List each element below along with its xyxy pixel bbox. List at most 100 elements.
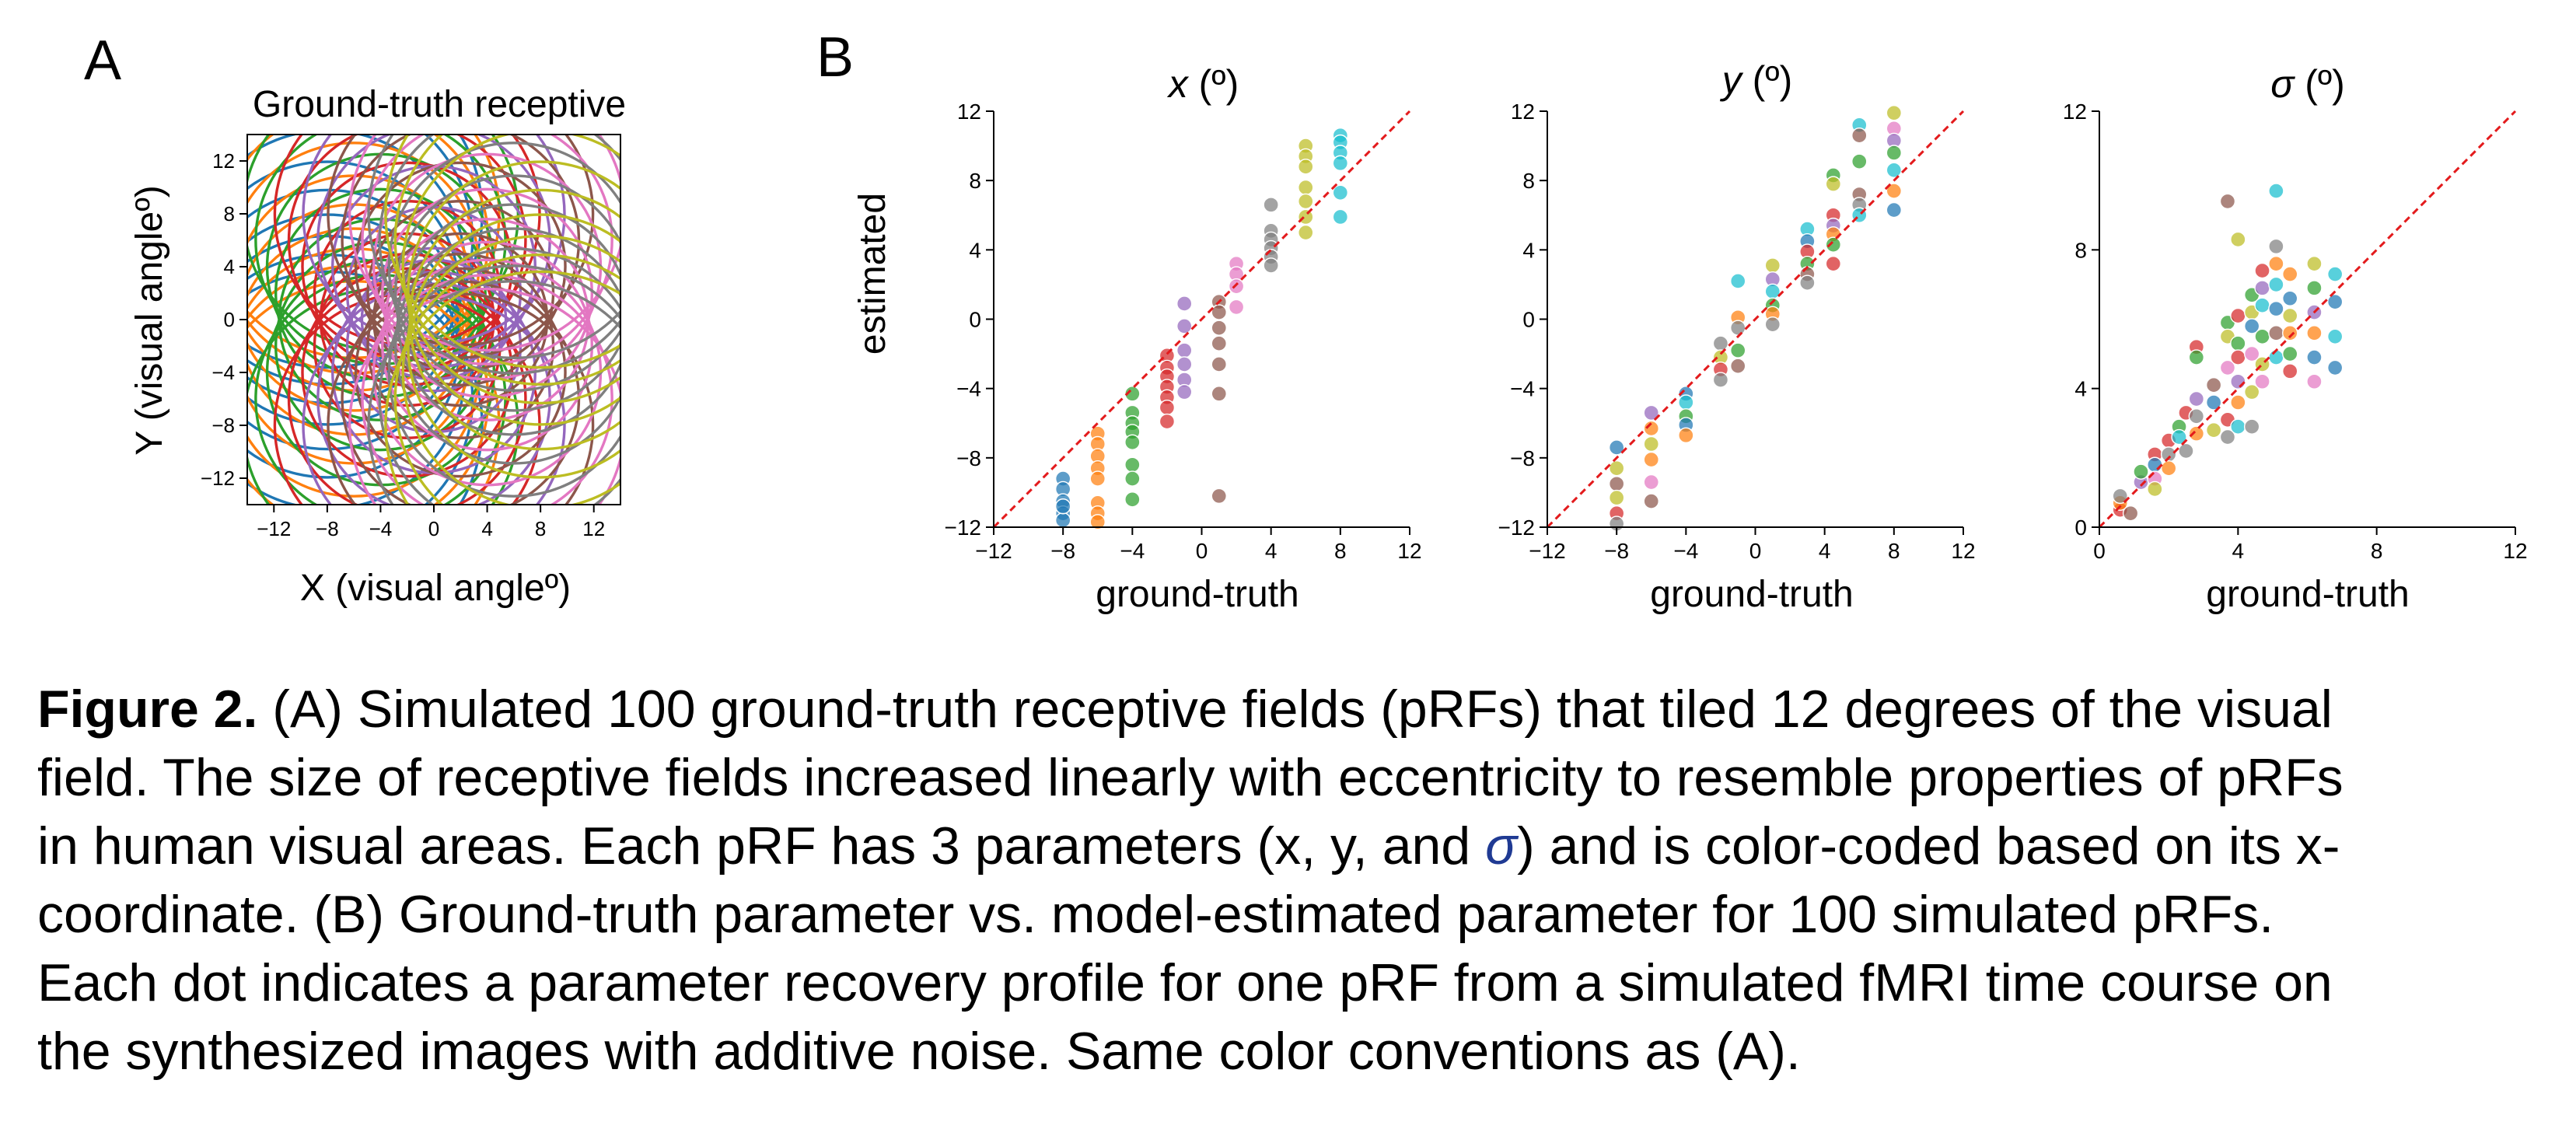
panel-a-frame — [246, 134, 621, 505]
b-sigma-xtick-label: 4 — [2232, 539, 2245, 563]
b-y-point — [1764, 283, 1781, 300]
b-x-point — [1124, 386, 1141, 402]
b-x-point — [1298, 179, 1314, 196]
figure-graphic: A B Ground-truth receptive X (visual ang… — [84, 26, 2528, 615]
panel-b-x-title-var: x — [1167, 62, 1190, 106]
caption-sigma: σ — [1485, 816, 1518, 876]
b-x-point — [1176, 356, 1193, 372]
figure-caption: Figure 2. (A) Simulated 100 ground-truth… — [37, 675, 2564, 1085]
b-x-point — [1263, 257, 1279, 274]
b-sigma-point — [2326, 266, 2344, 282]
b-sigma-point — [2188, 408, 2205, 425]
panel-a-title: Ground-truth receptive — [253, 84, 626, 125]
b-y-point — [1712, 335, 1729, 351]
b-sigma-point — [2230, 349, 2246, 365]
panel-a-ytick-label: 12 — [212, 149, 235, 173]
b-sigma-point — [2230, 231, 2246, 248]
panel-a-ytick-label: −8 — [211, 414, 235, 437]
b-y-point — [1608, 439, 1625, 456]
rf-circle — [393, 135, 620, 386]
b-y-point — [1886, 183, 1903, 199]
rf-circle — [247, 135, 501, 359]
b-y-point — [1764, 316, 1781, 333]
b-y-ytick-label: 12 — [1511, 100, 1535, 124]
b-sigma-point — [2230, 307, 2246, 324]
caption-lead: Figure 2. — [37, 680, 258, 739]
panel-b-y-xlabel: ground-truth — [1650, 574, 1854, 615]
b-sigma-point — [2282, 290, 2298, 306]
panel-a-xtick-label: −4 — [369, 517, 393, 540]
b-x-point — [1228, 299, 1245, 316]
panel-b-ylabel: estimated — [852, 193, 893, 355]
panel-a-xtick-label: 4 — [481, 517, 492, 540]
b-y-point — [1886, 145, 1903, 161]
panel-b-sigma-title-unit: (º) — [2294, 62, 2344, 106]
b-x-point — [1124, 456, 1141, 473]
b-y-xtick-label: 12 — [1951, 539, 1975, 563]
rf-circle — [401, 234, 620, 505]
b-x-point — [1089, 514, 1106, 530]
b-sigma-point — [2160, 446, 2177, 463]
b-y-ytick-label: −12 — [1498, 516, 1536, 540]
b-sigma-point — [2282, 345, 2298, 362]
b-y-point — [1643, 451, 1659, 468]
caption-line-2: field. The size of receptive fields incr… — [37, 748, 2344, 807]
rf-circle — [394, 227, 620, 465]
panel-a-ytick-label: −12 — [201, 467, 235, 490]
b-sigma-point — [2268, 300, 2284, 317]
b-x-point — [1124, 470, 1141, 487]
rf-circle — [361, 135, 613, 365]
b-sigma-point — [2282, 363, 2298, 379]
b-y-xtick-label: −4 — [1673, 539, 1698, 563]
rf-circle — [247, 135, 490, 375]
b-y-point — [1730, 342, 1746, 358]
rf-circle — [384, 270, 620, 505]
b-x-ytick-label: −8 — [956, 446, 981, 470]
b-y-point — [1643, 404, 1659, 421]
b-sigma-point — [2188, 390, 2205, 407]
rf-circles — [247, 135, 620, 505]
rf-circle — [367, 280, 620, 505]
b-sigma-point — [2243, 418, 2260, 435]
b-y-point — [1825, 176, 1842, 192]
b-x-point — [1298, 224, 1314, 241]
b-y-point — [1730, 273, 1746, 289]
rf-circle — [387, 247, 620, 498]
b-y-xtick-label: 4 — [1819, 539, 1831, 563]
b-x-ytick-label: −12 — [945, 516, 982, 540]
b-x-ytick-label: 0 — [969, 308, 981, 332]
b-y-ytick-label: −4 — [1510, 377, 1535, 401]
b-x-point — [1054, 512, 1071, 529]
b-y-point — [1730, 358, 1746, 374]
b-sigma-point — [2122, 505, 2139, 522]
b-y-ytick-label: 4 — [1522, 238, 1535, 262]
panel-a-ytick-label: 4 — [224, 255, 235, 278]
b-x-point — [1298, 159, 1314, 175]
panel-a-ytick-label: 0 — [224, 308, 235, 331]
b-sigma-point — [2306, 280, 2323, 296]
b-y-point — [1608, 460, 1625, 477]
rf-circle — [384, 135, 620, 369]
caption-line-6: the synthesized images with additive noi… — [37, 1022, 1801, 1081]
b-sigma-point — [2254, 297, 2270, 313]
b-sigma-point — [2254, 262, 2270, 279]
panel-a-xtick-label: 12 — [582, 517, 605, 540]
b-sigma-point — [2306, 255, 2323, 272]
b-y-point — [1799, 274, 1816, 291]
b-sigma-point — [2268, 238, 2284, 255]
panel-a-xtick-label: 8 — [535, 517, 546, 540]
b-sigma-point — [2306, 373, 2323, 390]
panel-a-xtick-label: 0 — [428, 517, 439, 540]
b-x-xtick-label: −4 — [1120, 539, 1145, 563]
b-sigma-point — [2268, 183, 2284, 199]
caption-line-4: coordinate. (B) Ground-truth parameter v… — [37, 885, 2274, 944]
b-sigma-point — [2326, 328, 2344, 344]
rf-circle — [361, 274, 613, 505]
b-y-xtick-label: −8 — [1604, 539, 1629, 563]
b-x-ytick-label: 12 — [957, 100, 981, 124]
panel-b-y-plot: y (º) ground-truth −12 −8 −4 0 4 8 12 −12 −8 −4 0 4… — [1498, 58, 1976, 615]
rf-circle — [348, 135, 620, 352]
caption-line-1: Figure 2. (A) Simulated 100 ground-truth… — [37, 675, 2564, 743]
b-x-xtick-label: −12 — [975, 539, 1012, 563]
b-y-point — [1886, 162, 1903, 178]
